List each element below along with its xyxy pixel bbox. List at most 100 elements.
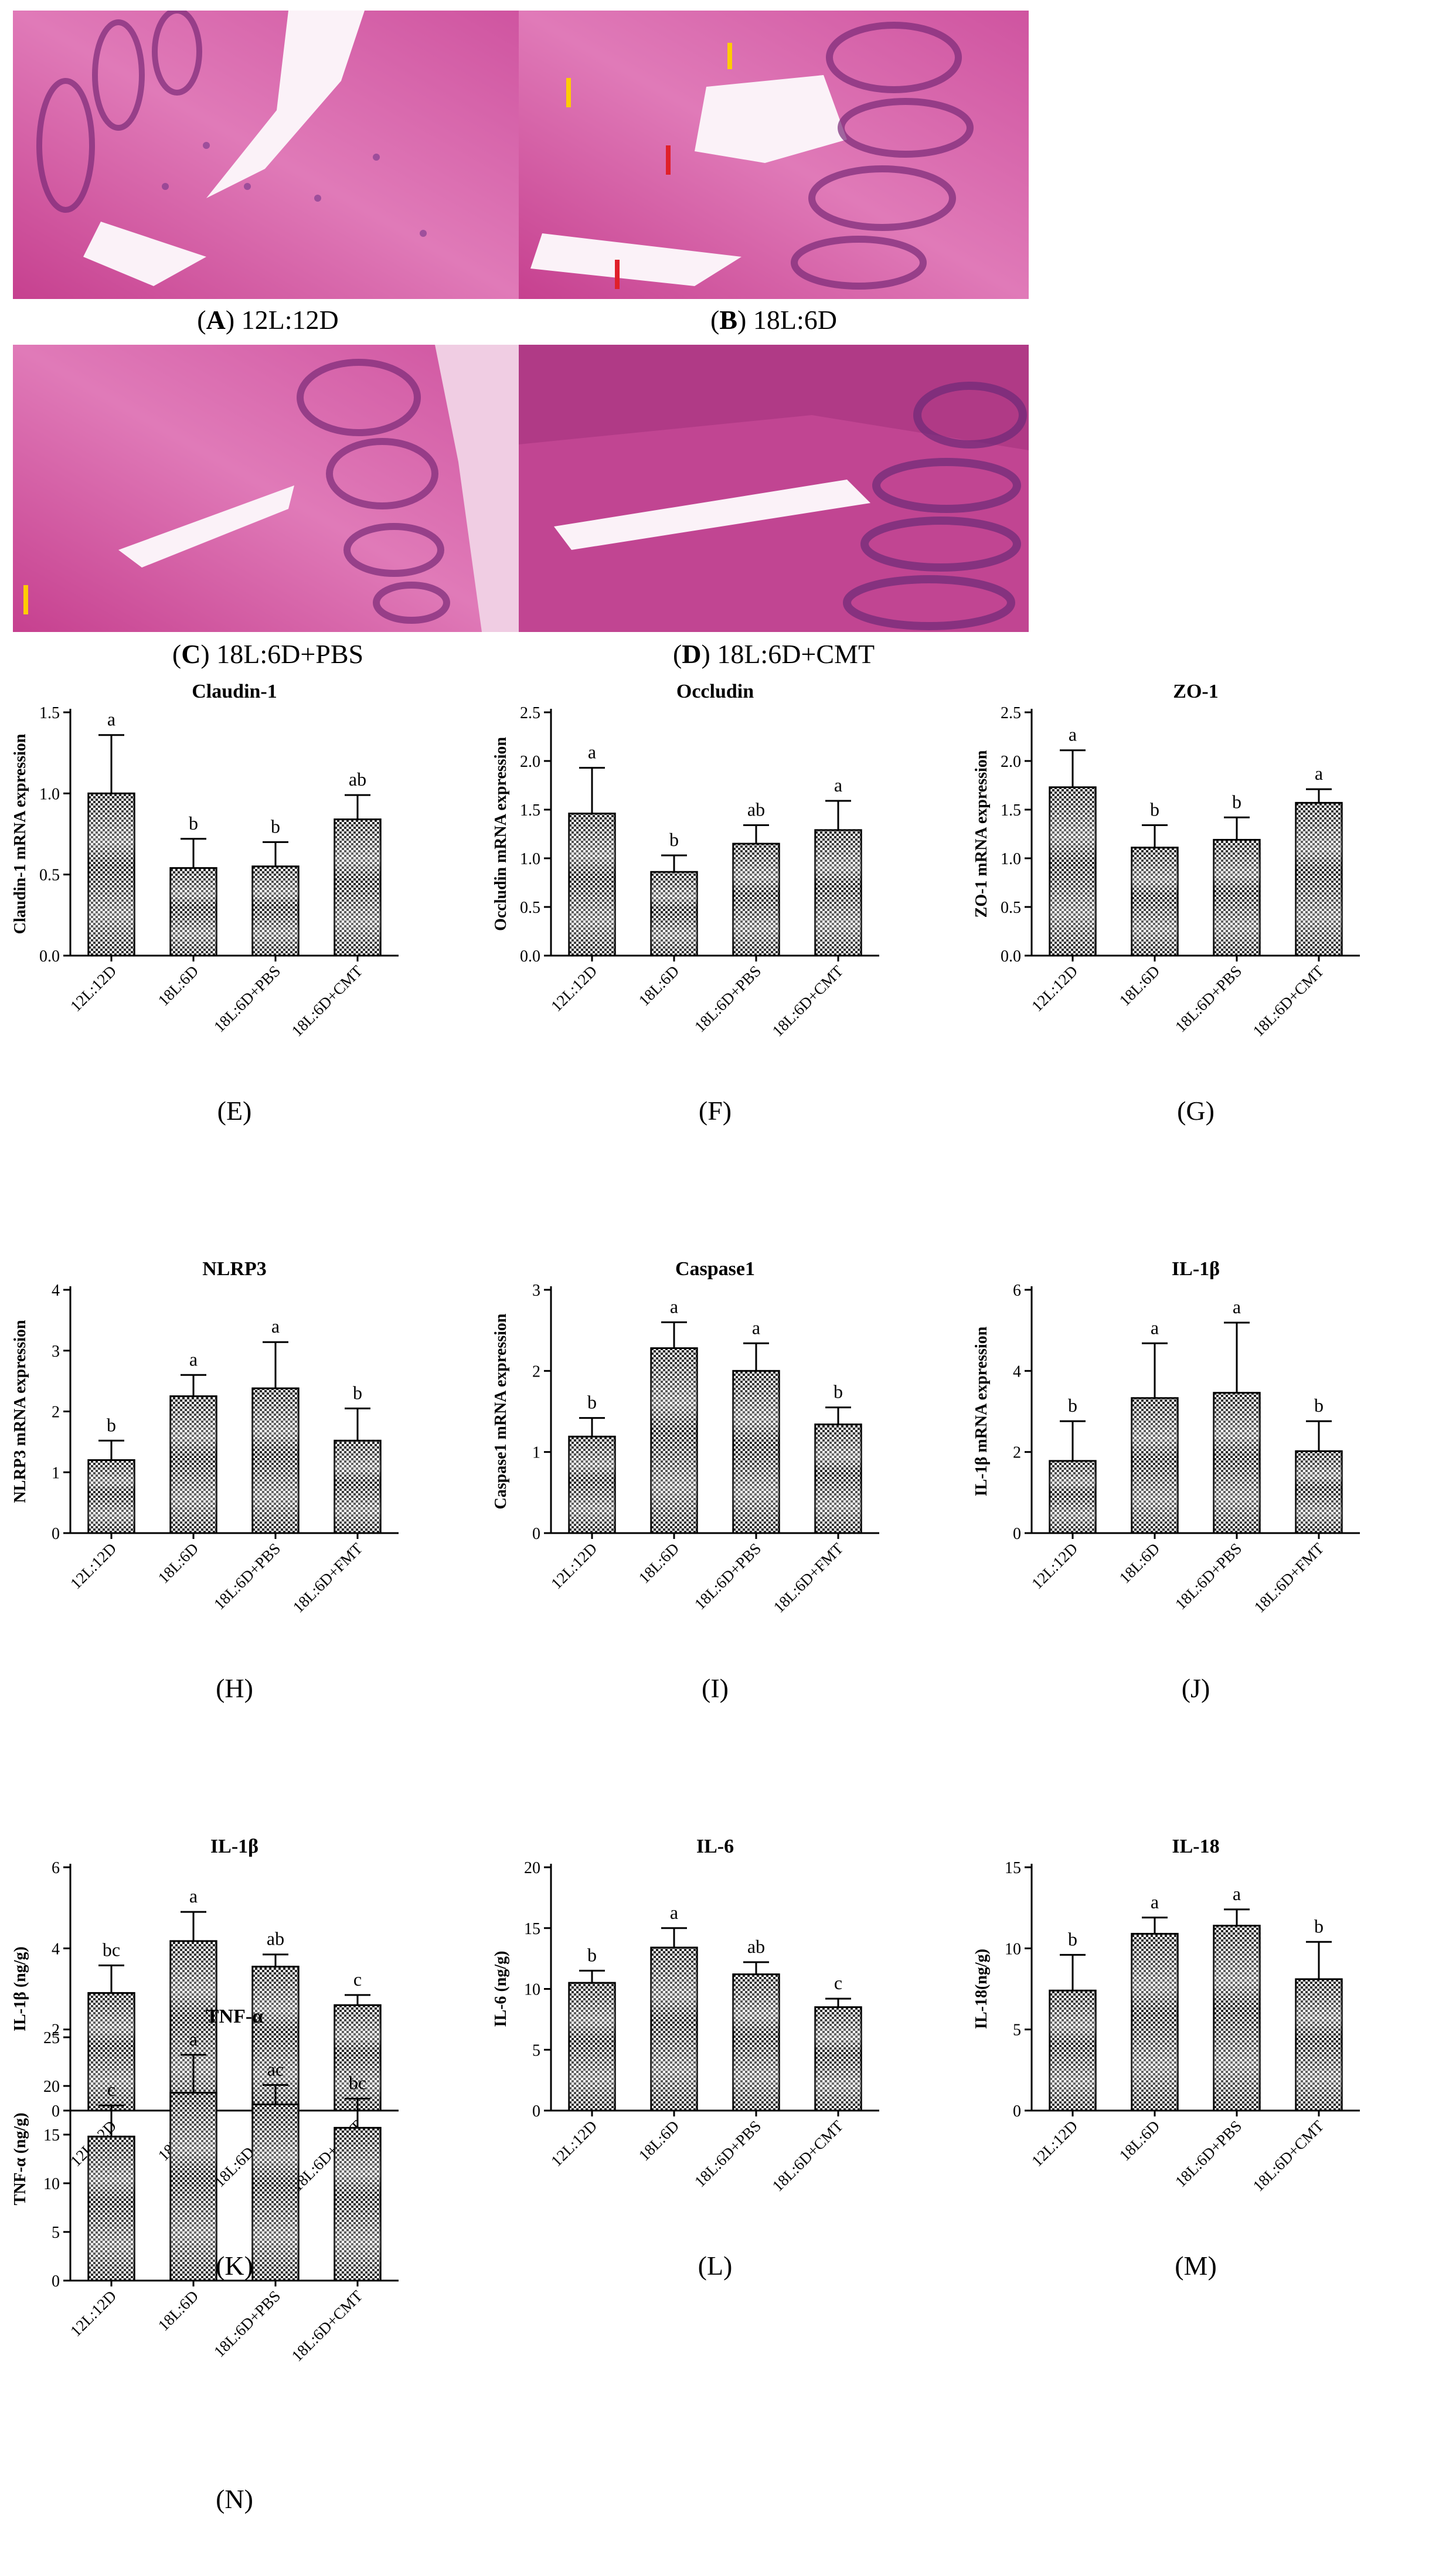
bar-shade (1049, 1460, 1096, 1533)
bar-chart-h: NLRP3 0 1 2 3 4 NLRP3 mRNA expression b 12L:12D a… (11, 1258, 399, 1703)
significance-letter: c (834, 1972, 842, 1993)
chart-title: Occludin (676, 681, 754, 702)
arrow-icon (566, 43, 732, 289)
y-tick-label: 1 (52, 1464, 60, 1482)
x-tick-label: 18L:6D+PBS (1172, 962, 1245, 1035)
bar-shade (170, 868, 217, 956)
histology-caption-a: (A) 12L:12D (197, 305, 339, 335)
y-tick-label: 5 (1013, 2021, 1021, 2040)
significance-letter: b (189, 813, 198, 834)
y-tick-label: 1 (532, 1444, 540, 1462)
significance-letter: b (353, 1382, 362, 1403)
y-tick-label: 0.5 (520, 899, 540, 917)
y-tick-label: 15 (524, 1920, 540, 1938)
y-tick-label: 25 (43, 2029, 60, 2047)
significance-letter: a (107, 709, 115, 730)
bar-chart-l: IL-6 0 5 10 15 20 IL-6 (ng/g) b 12L:12D a 18L:6D ab… (492, 1836, 879, 2281)
x-tick-label: 12L:12D (67, 1540, 120, 1592)
x-tick-label: 18L:6D (155, 2287, 202, 2335)
x-tick-label: 18L:6D (1116, 2117, 1164, 2165)
x-tick-label: 18L:6D+CMT (768, 962, 846, 1040)
significance-letter: b (271, 816, 280, 837)
bar-shade (1213, 1925, 1260, 2111)
y-tick-label: 0 (1013, 2102, 1021, 2121)
panel-letter: (K) (216, 2251, 253, 2281)
significance-letter: a (1151, 1317, 1159, 1338)
significance-letter: b (107, 1414, 116, 1435)
chart-title: IL-1β (1172, 1258, 1220, 1280)
y-tick-label: 0 (52, 2102, 60, 2121)
panel-letter: (H) (216, 1673, 253, 1703)
y-tick-label: 3 (52, 1343, 60, 1361)
significance-letter: c (353, 1969, 362, 1990)
bar-shade (334, 2005, 381, 2111)
x-tick-label: 18L:6D+PBS (1172, 2117, 1245, 2190)
bar-shade (815, 830, 862, 956)
histology-image-c (13, 345, 523, 632)
y-tick-label: 0.0 (1001, 947, 1021, 966)
y-axis-label: IL-1β (ng/g) (11, 1946, 29, 2031)
bar-shade (252, 2104, 299, 2281)
x-tick-label: 18L:6D+CMT (768, 2117, 846, 2195)
significance-letter: b (587, 1944, 597, 1965)
histology-image-b (519, 11, 1029, 299)
significance-letter: bc (349, 2072, 366, 2094)
y-tick-label: 0 (1013, 1525, 1021, 1543)
significance-letter: ab (747, 1936, 765, 1957)
histology-caption-c: (C) 18L:6D+PBS (172, 639, 364, 669)
x-tick-label: 18L:6D+PBS (210, 1540, 284, 1613)
bar-shade (1295, 1451, 1342, 1533)
significance-letter: b (1068, 1395, 1077, 1416)
bar-chart-e: Claudin-1 0.0 0.5 1.0 1.5 Claudin-1 mRNA expr… (11, 681, 399, 1126)
bar-shade (651, 1947, 698, 2111)
y-tick-label: 0.5 (1001, 899, 1021, 917)
chart-title: IL-6 (696, 1836, 734, 1857)
chart-title: Caspase1 (675, 1258, 755, 1280)
histology-caption-d: (D) 18L:6D+CMT (672, 639, 875, 669)
y-tick-label: 0.0 (39, 947, 60, 966)
significance-letter: a (1233, 1296, 1241, 1317)
x-tick-label: 18L:6D+PBS (691, 1540, 764, 1613)
x-tick-label: 18L:6D+CMT (288, 962, 366, 1040)
significance-letter: b (1232, 791, 1241, 812)
y-axis-label: ZO-1 mRNA expression (972, 750, 991, 918)
panel-letter: (L) (698, 2251, 733, 2281)
y-tick-label: 1.5 (520, 801, 540, 820)
panel-letter: (M) (1175, 2251, 1217, 2281)
y-tick-label: 5 (532, 2041, 540, 2060)
y-axis-label: IL-1β mRNA expression (972, 1326, 991, 1496)
bar-shade (651, 872, 698, 956)
x-tick-label: 18L:6D+FMT (770, 1540, 847, 1616)
x-tick-label: 18L:6D+FMT (1251, 1540, 1328, 1616)
bar-shade (252, 866, 299, 956)
chart-title: TNF-α (206, 2006, 263, 2027)
bar-chart-g: ZO-1 0.0 0.5 1.0 1.5 2.0 2.5 ZO-1 mRNA expressi… (972, 681, 1360, 1126)
bar-shade (1131, 1398, 1178, 1533)
bar-shade (651, 1348, 698, 1533)
bar-shade (1295, 803, 1342, 956)
significance-letter: a (1151, 1891, 1159, 1912)
panel-letter: (N) (216, 2484, 253, 2514)
significance-letter: a (588, 742, 596, 763)
panel-letter: (G) (1177, 1096, 1215, 1126)
y-tick-label: 10 (1005, 1940, 1021, 1958)
y-tick-label: 0 (532, 2102, 540, 2121)
x-tick-label: 18L:6D (635, 1540, 683, 1587)
significance-letter: b (1314, 1395, 1324, 1416)
y-axis-label: IL-18(ng/g) (972, 1949, 991, 2029)
significance-letter: a (271, 1316, 280, 1337)
y-tick-label: 15 (43, 2126, 60, 2145)
y-tick-label: 1.5 (1001, 801, 1021, 820)
significance-letter: b (669, 829, 679, 850)
bar-shade (1213, 840, 1260, 956)
bar-shade (815, 2007, 862, 2111)
bar-shade (88, 2136, 135, 2281)
chart-title: Claudin-1 (192, 681, 277, 702)
y-tick-label: 2.5 (520, 704, 540, 722)
x-tick-label: 18L:6D+PBS (691, 962, 764, 1035)
x-tick-label: 12L:12D (547, 962, 600, 1015)
significance-letter: ab (349, 769, 366, 790)
significance-letter: ab (747, 799, 765, 820)
y-tick-label: 20 (524, 1859, 540, 1877)
significance-letter: a (189, 1885, 198, 1907)
